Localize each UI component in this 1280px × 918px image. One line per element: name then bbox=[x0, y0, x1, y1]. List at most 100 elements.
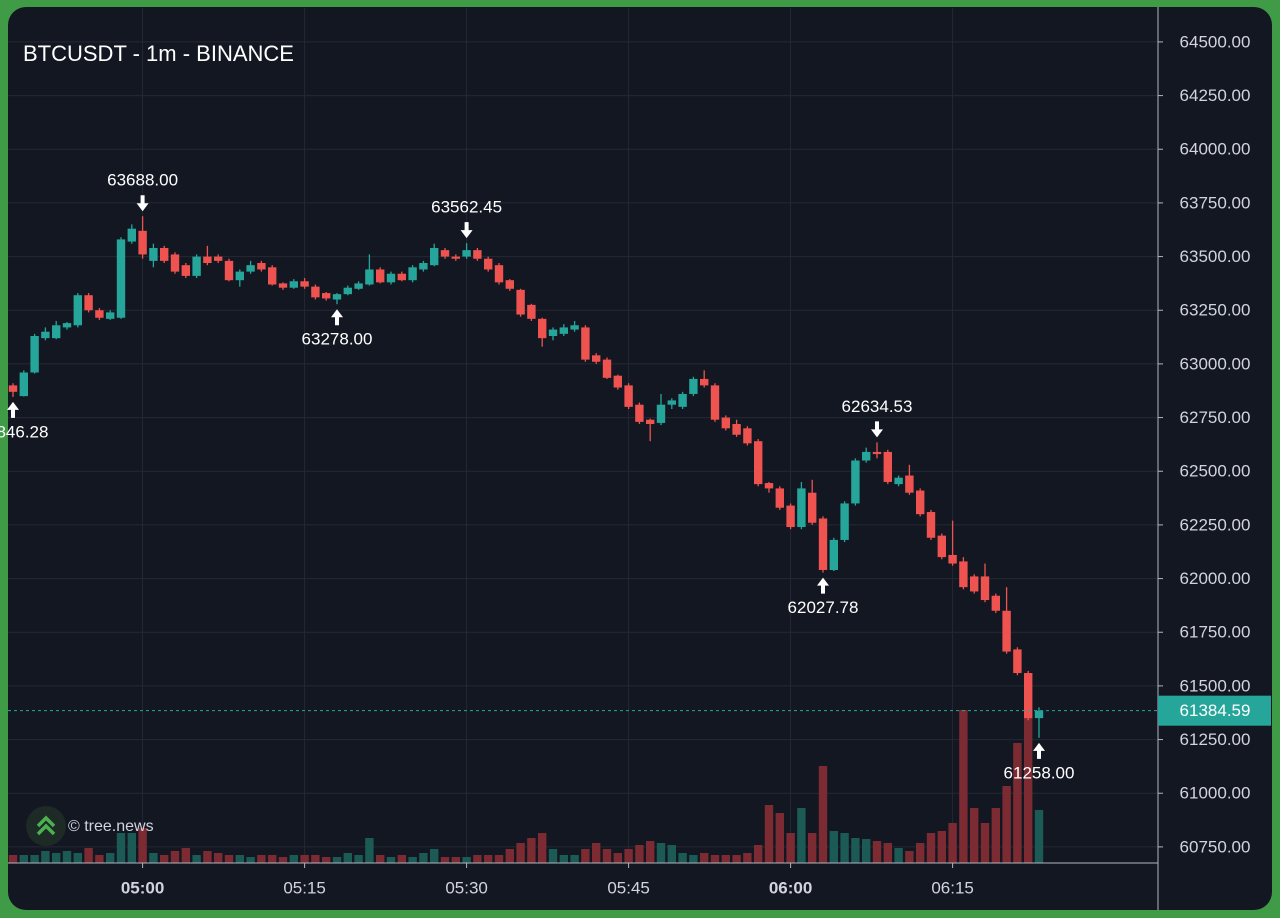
candle-body bbox=[505, 280, 514, 289]
volume-bar bbox=[30, 855, 39, 863]
annotation-arrow bbox=[331, 309, 343, 326]
candle-body bbox=[635, 404, 644, 422]
candle-body bbox=[1013, 649, 1022, 674]
candle-body bbox=[473, 250, 482, 259]
y-tick-label: 62000.00 bbox=[1180, 569, 1251, 588]
candle-body bbox=[646, 419, 655, 425]
annotation-label: 61258.00 bbox=[1004, 763, 1075, 782]
candle-body bbox=[538, 318, 547, 339]
y-tick-label: 61500.00 bbox=[1180, 676, 1251, 695]
volume-bar bbox=[559, 855, 568, 863]
annotation-arrow bbox=[817, 577, 829, 594]
candle-body bbox=[862, 451, 871, 461]
volume-bar bbox=[52, 853, 61, 863]
candle-body bbox=[548, 329, 558, 337]
volume-bar bbox=[754, 845, 763, 863]
volume-bar bbox=[300, 855, 309, 863]
candle-body bbox=[700, 378, 709, 386]
candle-body bbox=[322, 293, 331, 299]
candle-body bbox=[980, 576, 990, 601]
y-tick-label: 62250.00 bbox=[1180, 515, 1251, 534]
candle-body bbox=[354, 283, 363, 289]
volume-bar bbox=[246, 857, 255, 863]
volume-bar bbox=[235, 855, 244, 863]
candle-body bbox=[851, 460, 860, 504]
volume-bar bbox=[365, 838, 374, 863]
volume-bar bbox=[8, 855, 18, 863]
volume-bar bbox=[224, 855, 234, 863]
candle-body bbox=[818, 518, 828, 570]
volume-bar bbox=[505, 849, 514, 863]
annotation-arrow bbox=[460, 222, 473, 239]
y-tick-label: 63000.00 bbox=[1180, 354, 1251, 373]
volume-bar bbox=[905, 851, 914, 863]
volume-bar bbox=[646, 841, 655, 863]
candle-body bbox=[430, 247, 439, 266]
volume-bar bbox=[95, 855, 104, 863]
volume-bar bbox=[667, 845, 676, 863]
candle-body bbox=[408, 267, 417, 281]
volume-bar bbox=[937, 831, 946, 863]
candle-body bbox=[192, 256, 201, 276]
annotation-label: 63562.45 bbox=[431, 198, 502, 217]
volume-bar bbox=[138, 828, 147, 863]
candle-body bbox=[829, 539, 838, 570]
candle-body bbox=[386, 273, 396, 283]
last-price-box bbox=[1158, 695, 1271, 726]
candle-body bbox=[62, 323, 72, 328]
candle-body bbox=[246, 265, 255, 272]
candle-body bbox=[667, 400, 676, 405]
annotation-arrow bbox=[871, 421, 883, 438]
y-tick-label: 63750.00 bbox=[1180, 193, 1251, 212]
candle-body bbox=[970, 576, 979, 592]
panel bbox=[8, 7, 1272, 910]
volume-bar bbox=[818, 766, 828, 863]
y-tick-label: 61750.00 bbox=[1180, 623, 1251, 642]
volume-bar bbox=[73, 853, 82, 863]
volume-bar bbox=[386, 857, 396, 863]
volume-bar bbox=[959, 710, 968, 863]
candle-body bbox=[786, 505, 795, 528]
candle-body bbox=[278, 283, 288, 288]
candle-body bbox=[840, 503, 849, 540]
volume-bar bbox=[41, 851, 50, 863]
candle-body bbox=[257, 263, 266, 270]
volume-bar bbox=[527, 838, 536, 863]
candle-body bbox=[73, 295, 82, 326]
candle-body bbox=[203, 256, 212, 264]
volume-bar bbox=[732, 855, 741, 863]
volume-bar bbox=[764, 805, 774, 863]
y-tick-label: 61000.00 bbox=[1180, 784, 1251, 803]
volume-bar bbox=[721, 855, 730, 863]
volume-bar bbox=[581, 849, 590, 863]
candle-body bbox=[106, 312, 115, 319]
volume-bar bbox=[116, 833, 126, 863]
annotation-arrow bbox=[1033, 742, 1045, 759]
candle-body bbox=[926, 512, 936, 538]
x-tick-label: 05:15 bbox=[283, 878, 326, 897]
x-tick-label: 06:15 bbox=[931, 878, 974, 897]
volume-bar bbox=[916, 843, 925, 863]
y-tick-label: 64500.00 bbox=[1180, 32, 1251, 51]
volume-bar bbox=[635, 845, 644, 863]
volume-bar bbox=[700, 853, 709, 863]
candle-body bbox=[743, 428, 752, 444]
volume-bar bbox=[883, 843, 892, 863]
candle-body bbox=[235, 271, 244, 281]
volume-bar bbox=[678, 853, 687, 863]
volume-bar bbox=[106, 853, 115, 863]
volume-bar bbox=[775, 813, 784, 863]
volume-bar bbox=[538, 833, 547, 863]
candle-body bbox=[419, 263, 428, 270]
candle-body bbox=[656, 404, 666, 423]
volume-bar bbox=[322, 857, 331, 863]
volume-bar bbox=[494, 855, 504, 863]
annotation-arrow bbox=[7, 401, 19, 418]
candle-body bbox=[149, 247, 158, 261]
volume-bar bbox=[862, 839, 871, 863]
annotation-label: 62846.28 bbox=[0, 422, 48, 441]
x-tick-label: 05:00 bbox=[121, 878, 164, 897]
candle-body bbox=[754, 441, 763, 485]
candle-body bbox=[559, 327, 568, 334]
